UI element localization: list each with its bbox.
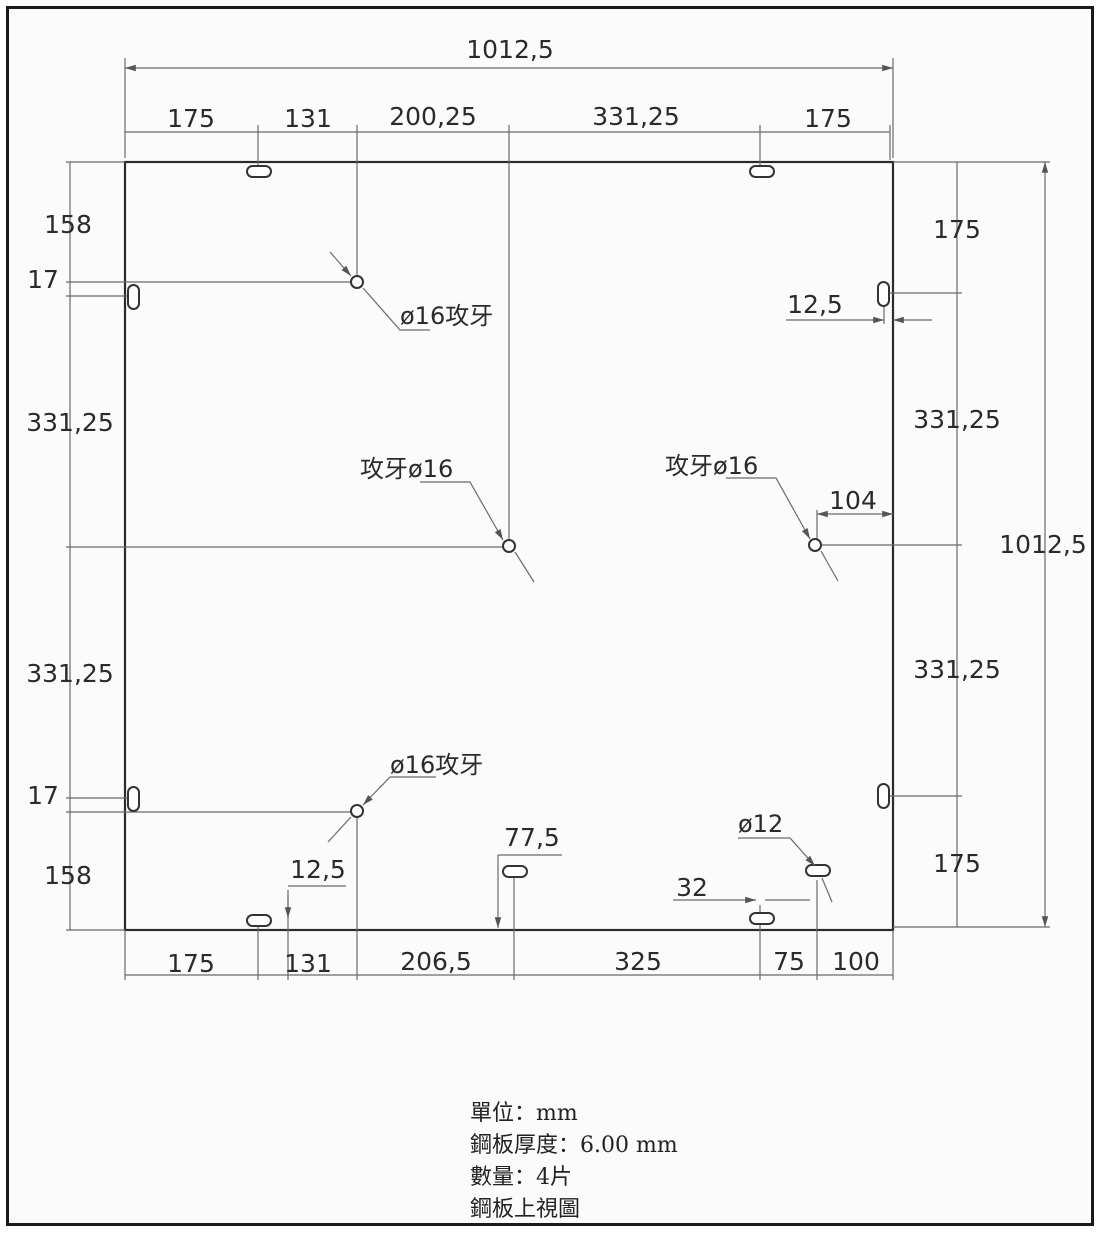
dim-top-seg: 175 [167, 104, 215, 133]
hole-12: ø12 [738, 810, 783, 838]
dim-left-seg: 331,25 [26, 659, 113, 688]
dim-right-seg: 331,25 [913, 655, 1000, 684]
leader-line [738, 837, 816, 867]
dim-right-overall: 1012,5 [999, 530, 1086, 559]
dim-left-seg: 331,25 [26, 408, 113, 437]
dim-left-seg: 158 [44, 210, 92, 239]
leader-line [514, 551, 535, 583]
slot-hole [877, 281, 890, 307]
dim-top-seg: 331,25 [592, 102, 679, 131]
dim-bottom-seg: 75 [773, 947, 805, 976]
note-view: 鋼板上視圖 [470, 1197, 581, 1222]
leader-line [820, 550, 839, 582]
dim-bottom-seg: 325 [614, 947, 662, 976]
slot-hole [502, 865, 528, 878]
slot-hole [749, 165, 775, 178]
leader-line [362, 287, 430, 331]
thread-right: 攻牙ø16 [665, 452, 758, 480]
leader-line [327, 816, 352, 843]
note-thickness: 鋼板厚度：6.00 mm [470, 1133, 678, 1158]
slot-hole [246, 165, 272, 178]
thread-center: 攻牙ø16 [360, 455, 453, 483]
leader-line [362, 776, 436, 806]
note-unit: 單位：mm [470, 1101, 578, 1126]
thread-lower-left: ø16攻牙 [390, 751, 483, 779]
dim-right-seg: 331,25 [913, 405, 1000, 434]
slot-hole [749, 912, 775, 925]
leader-line [329, 251, 352, 277]
slot-hole [805, 864, 831, 877]
dim-right-seg: 175 [933, 849, 981, 878]
dim-left-seg: 17 [27, 265, 59, 294]
dim-77-5: 77,5 [504, 823, 560, 852]
slot-hole [127, 786, 140, 812]
dim-top-overall: 1012,5 [466, 35, 553, 64]
dim-slot-offset: 12,5 [787, 290, 843, 319]
dim-right-seg: 175 [933, 215, 981, 244]
threaded-hole [502, 539, 516, 553]
dim-bottom-seg: 206,5 [400, 947, 472, 976]
dim-bottom-seg: 131 [284, 949, 332, 978]
threaded-hole [350, 804, 364, 818]
dim-hole-offset: 104 [829, 486, 877, 515]
slot-hole [127, 284, 140, 310]
thread-upper-left: ø16攻牙 [400, 302, 493, 330]
dim-12-5-bottom: 12,5 [290, 855, 346, 884]
threaded-hole [350, 275, 364, 289]
dim-left-seg: 158 [44, 861, 92, 890]
leader-line [726, 477, 811, 540]
dim-top-seg: 131 [284, 104, 332, 133]
dim-top-seg: 175 [804, 104, 852, 133]
dim-top-seg: 200,25 [389, 102, 476, 131]
threaded-hole [808, 538, 822, 552]
drawing-notes: 單位：mm 鋼板厚度：6.00 mm 數量：4片 鋼板上視圖 [470, 1098, 770, 1226]
dim-bottom-seg: 100 [832, 947, 880, 976]
dim-32: 32 [676, 873, 708, 902]
note-quantity: 數量：4片 [470, 1165, 572, 1190]
leader-line [420, 481, 504, 541]
dim-bottom-seg: 175 [167, 949, 215, 978]
slot-hole [246, 914, 272, 927]
leader-line [821, 877, 833, 903]
dim-left-seg: 17 [27, 781, 59, 810]
drawing-frame [6, 6, 1094, 1226]
slot-hole [877, 783, 890, 809]
